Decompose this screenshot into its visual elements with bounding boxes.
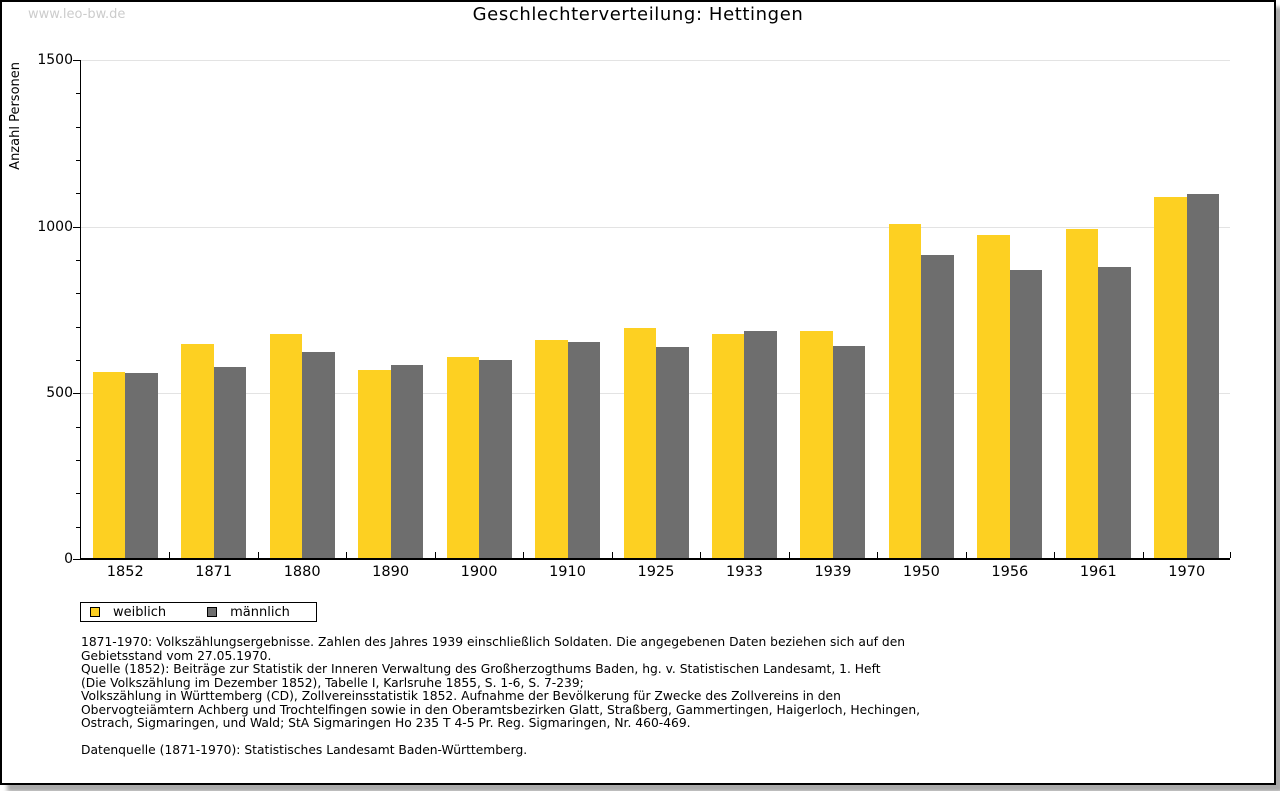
footnote-line-2: Gebietsstand vom 27.05.1970. bbox=[81, 648, 272, 663]
y-minor-tick-300 bbox=[76, 460, 81, 461]
legend-label-männlich: männlich bbox=[230, 604, 290, 620]
x-tick-13 bbox=[1230, 552, 1231, 558]
x-category-label-1956: 1956 bbox=[991, 564, 1029, 580]
legend-swatch-weiblich bbox=[90, 607, 100, 617]
y-minor-tick-1200 bbox=[76, 160, 81, 161]
bar-männlich-1880 bbox=[302, 352, 335, 558]
x-category-label-1970: 1970 bbox=[1168, 564, 1206, 580]
bar-weiblich-1900 bbox=[446, 357, 480, 558]
y-minor-tick-400 bbox=[76, 426, 81, 428]
y-minor-tick-200 bbox=[76, 493, 81, 495]
x-category-label-1925: 1925 bbox=[637, 564, 675, 580]
footnote-line-6: Obervogteiämtern Achberg und Trochtelfin… bbox=[81, 702, 921, 717]
bar-weiblich-1950 bbox=[888, 223, 922, 558]
footnote-line-3: Quelle (1852): Beiträge zur Statistik de… bbox=[81, 662, 881, 676]
legend-swatch-männlich bbox=[207, 607, 218, 617]
x-category-label-1910: 1910 bbox=[549, 564, 586, 580]
bar-männlich-1852 bbox=[125, 373, 158, 558]
y-tick-label-1000: 1000 bbox=[37, 218, 73, 235]
watermark: www.leo-bw.de bbox=[28, 7, 126, 22]
y-minor-tick-800 bbox=[76, 293, 81, 295]
plot-area: 0 500 1000 1500 1852 1871 1880 1890 1900 1910 1925… bbox=[37, 52, 1231, 580]
y-minor-tick-100 bbox=[76, 526, 81, 528]
y-tick-label-500: 500 bbox=[46, 385, 73, 402]
legend: weiblich männlich bbox=[80, 602, 317, 622]
x-tick-3 bbox=[346, 552, 347, 558]
x-tick-9 bbox=[877, 552, 878, 558]
y-tick-1000 bbox=[73, 226, 81, 228]
y-tick-label-1500: 1500 bbox=[37, 52, 73, 68]
y-minor-tick-1100 bbox=[76, 193, 81, 195]
x-tick-11 bbox=[1054, 552, 1055, 558]
x-tick-8 bbox=[789, 552, 790, 558]
y-tick-0 bbox=[73, 559, 81, 560]
y-axis-label: Anzahl Personen bbox=[8, 62, 23, 170]
x-tick-4 bbox=[435, 552, 436, 558]
bar-männlich-1933 bbox=[744, 331, 777, 558]
bar-männlich-1910 bbox=[567, 342, 601, 558]
bar-männlich-1939 bbox=[832, 346, 866, 558]
x-category-label-1871: 1871 bbox=[195, 564, 233, 580]
bar-weiblich-1871 bbox=[181, 343, 214, 558]
y-tick-500 bbox=[73, 393, 81, 395]
footnote-line-4: (Die Volkszählung im Dezember 1852), Tab… bbox=[81, 675, 584, 690]
bar-weiblich-1961 bbox=[1065, 229, 1099, 558]
x-tick-2 bbox=[258, 552, 259, 558]
gridline-1000 bbox=[81, 226, 1230, 228]
bar-weiblich-1970 bbox=[1154, 197, 1187, 558]
footnote-line-5: Volkszählung in Württemberg (CD), Zollve… bbox=[81, 689, 841, 703]
bar-weiblich-1910 bbox=[535, 340, 568, 558]
legend-item-männlich: männlich bbox=[207, 605, 302, 620]
footnote-line-1: 1871-1970: Volkszählungsergebnisse. Zahl… bbox=[81, 635, 906, 649]
bar-männlich-1961 bbox=[1098, 267, 1131, 558]
y-tick-1500 bbox=[73, 60, 81, 61]
bar-weiblich-1925 bbox=[623, 328, 656, 558]
x-category-label-1852: 1852 bbox=[106, 564, 144, 580]
bar-männlich-1950 bbox=[921, 255, 954, 558]
x-category-label-1950: 1950 bbox=[902, 564, 940, 580]
footnote-line-8 bbox=[81, 731, 920, 745]
y-minor-tick-700 bbox=[76, 326, 81, 328]
gridline-1500 bbox=[81, 60, 1230, 61]
legend-label-weiblich: weiblich bbox=[113, 604, 167, 620]
footnotes: 1871-1970: Volkszählungsergebnisse. Zahl… bbox=[81, 635, 921, 758]
x-tick-10 bbox=[966, 552, 967, 558]
bar-männlich-1970 bbox=[1186, 194, 1220, 558]
x-category-label-1900: 1900 bbox=[460, 564, 498, 580]
x-category-label-1880: 1880 bbox=[283, 564, 321, 580]
bar-männlich-1900 bbox=[479, 359, 512, 558]
y-tick-label-0: 0 bbox=[64, 551, 73, 567]
y-minor-tick-1300 bbox=[76, 126, 81, 128]
bar-weiblich-1933 bbox=[711, 334, 745, 558]
footnote-line-9: Datenquelle (1871-1970): Statistisches L… bbox=[81, 743, 528, 757]
bar-weiblich-1852 bbox=[92, 372, 126, 558]
bar-männlich-1956 bbox=[1009, 269, 1043, 558]
x-tick-5 bbox=[523, 552, 524, 558]
x-tick-6 bbox=[612, 552, 613, 558]
x-category-label-1939: 1939 bbox=[814, 564, 852, 580]
bar-männlich-1925 bbox=[656, 347, 689, 558]
bar-weiblich-1939 bbox=[800, 330, 833, 558]
x-tick-12 bbox=[1143, 552, 1144, 558]
x-category-label-1890: 1890 bbox=[372, 564, 410, 580]
bar-weiblich-1890 bbox=[358, 370, 391, 558]
x-tick-7 bbox=[700, 552, 701, 558]
x-tick-1 bbox=[169, 552, 170, 558]
bar-männlich-1890 bbox=[390, 365, 424, 558]
bar-weiblich-1956 bbox=[977, 235, 1010, 558]
x-category-label-1933: 1933 bbox=[725, 564, 763, 580]
y-minor-tick-600 bbox=[76, 360, 81, 361]
y-minor-tick-1400 bbox=[76, 93, 81, 95]
bar-weiblich-1880 bbox=[269, 333, 303, 558]
footnote-line-7: Ostrach, Sigmaringen, und Wald; StA Sigm… bbox=[81, 716, 691, 730]
y-minor-tick-900 bbox=[76, 260, 81, 261]
bar-männlich-1871 bbox=[213, 367, 247, 558]
chart-title: Geschlechterverteilung: Hettingen bbox=[472, 4, 804, 25]
legend-item-weiblich: weiblich bbox=[90, 605, 178, 620]
x-category-label-1961: 1961 bbox=[1079, 564, 1117, 580]
